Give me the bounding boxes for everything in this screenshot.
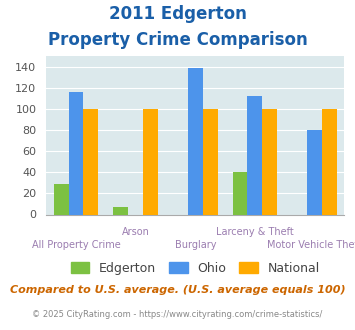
Bar — [54, 184, 69, 215]
Text: Property Crime Comparison: Property Crime Comparison — [48, 31, 307, 50]
Bar — [188, 68, 203, 214]
Text: © 2025 CityRating.com - https://www.cityrating.com/crime-statistics/: © 2025 CityRating.com - https://www.city… — [32, 310, 323, 318]
Bar — [262, 109, 277, 214]
Bar — [322, 109, 337, 214]
Bar — [247, 96, 262, 214]
Bar — [233, 172, 247, 215]
Bar — [83, 109, 98, 214]
Bar — [203, 109, 218, 214]
Text: Larceny & Theft: Larceny & Theft — [216, 227, 294, 237]
Text: Motor Vehicle Theft: Motor Vehicle Theft — [267, 240, 355, 250]
Text: Compared to U.S. average. (U.S. average equals 100): Compared to U.S. average. (U.S. average … — [10, 285, 345, 295]
Text: Burglary: Burglary — [175, 240, 216, 250]
Text: Arson: Arson — [122, 227, 149, 237]
Bar — [307, 130, 322, 214]
Bar — [69, 92, 83, 214]
Legend: Edgerton, Ohio, National: Edgerton, Ohio, National — [66, 256, 325, 280]
Bar — [113, 207, 128, 215]
Text: 2011 Edgerton: 2011 Edgerton — [109, 5, 246, 23]
Bar — [143, 109, 158, 214]
Text: All Property Crime: All Property Crime — [32, 240, 120, 250]
